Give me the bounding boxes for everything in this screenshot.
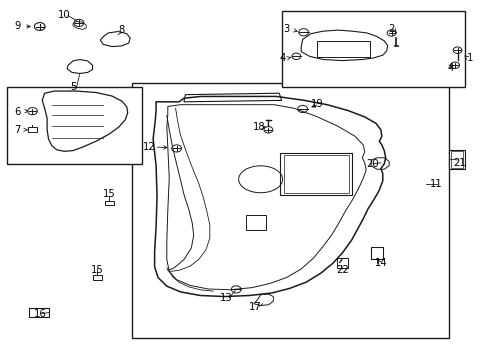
Bar (280, 153, 352, 195)
Bar (105, 201, 114, 205)
Bar (449, 149, 465, 169)
Text: 3: 3 (283, 24, 290, 35)
Bar (6, 87, 143, 164)
Text: 4: 4 (447, 63, 453, 73)
Bar (318, 41, 370, 57)
Text: 7: 7 (15, 125, 21, 135)
Text: 9: 9 (15, 21, 21, 31)
Text: 4: 4 (280, 53, 286, 63)
Text: 10: 10 (58, 10, 71, 20)
Bar (132, 83, 449, 338)
Bar (337, 258, 347, 268)
Text: 14: 14 (374, 258, 387, 268)
Text: 18: 18 (253, 122, 266, 132)
Bar (282, 12, 465, 87)
Text: 15: 15 (103, 189, 116, 199)
Text: 21: 21 (454, 158, 466, 168)
Bar (93, 275, 102, 279)
Text: 15: 15 (91, 265, 104, 275)
Bar (246, 215, 267, 230)
Text: 2: 2 (389, 24, 395, 35)
Text: 1: 1 (466, 53, 473, 63)
Bar (451, 151, 464, 168)
Text: 22: 22 (336, 265, 349, 275)
Text: 16: 16 (33, 310, 46, 319)
Text: 5: 5 (70, 82, 76, 93)
Bar (29, 309, 49, 317)
Text: 11: 11 (430, 179, 443, 189)
Bar (371, 247, 383, 259)
Bar (284, 155, 348, 193)
Text: 20: 20 (367, 159, 379, 169)
Text: 8: 8 (119, 25, 125, 35)
Text: 6: 6 (15, 107, 21, 117)
Text: 13: 13 (220, 293, 233, 303)
Text: 17: 17 (249, 302, 262, 312)
Text: 12: 12 (144, 142, 156, 152)
Text: 19: 19 (311, 99, 324, 109)
Bar (28, 127, 37, 132)
